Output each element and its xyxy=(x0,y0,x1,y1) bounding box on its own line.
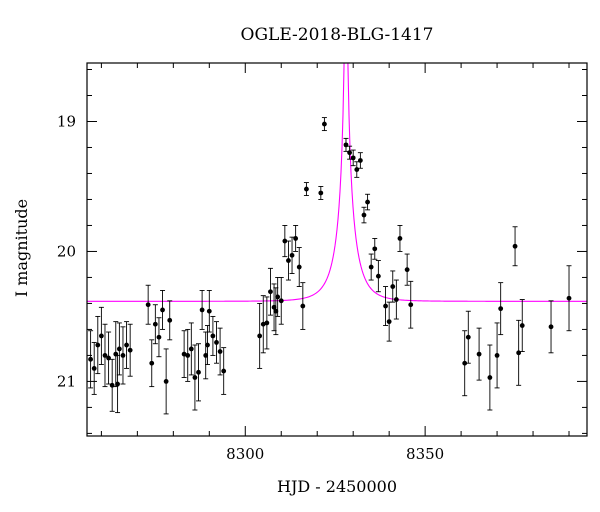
data-point xyxy=(206,308,212,314)
data-point xyxy=(115,381,120,387)
data-point xyxy=(185,353,191,358)
data-point xyxy=(278,298,284,304)
x-tick-label: 8300 xyxy=(226,445,264,463)
y-tick-label: 19 xyxy=(57,112,76,130)
data-point xyxy=(221,368,227,374)
data-point xyxy=(404,267,410,273)
data-point xyxy=(347,150,352,156)
data-point xyxy=(566,295,572,301)
data-point xyxy=(361,212,367,218)
data-point xyxy=(124,342,129,348)
model-curve-group xyxy=(87,63,587,302)
data-point xyxy=(289,252,295,258)
data-point xyxy=(322,121,327,127)
data-point xyxy=(192,375,198,380)
y-axis-label: I magnitude xyxy=(12,199,31,297)
data-point xyxy=(120,353,126,358)
data-point xyxy=(383,303,388,309)
data-point xyxy=(462,360,468,366)
data-point xyxy=(390,284,396,289)
data-point xyxy=(271,304,277,310)
data-point xyxy=(304,186,309,192)
data-point xyxy=(210,333,216,339)
data-point xyxy=(375,273,381,279)
data-point xyxy=(293,236,299,241)
data-point xyxy=(465,334,471,340)
data-point xyxy=(199,307,205,313)
data-point xyxy=(408,302,414,308)
data-point xyxy=(268,289,273,295)
x-axis-label: HJD - 2450000 xyxy=(277,477,397,496)
axis-ticks xyxy=(87,63,587,436)
data-point xyxy=(357,158,363,163)
data-point xyxy=(273,308,279,314)
data-points xyxy=(88,117,572,415)
data-point xyxy=(286,258,291,263)
data-point xyxy=(365,199,370,205)
data-point xyxy=(188,346,194,352)
data-point xyxy=(476,351,482,357)
data-point xyxy=(214,340,219,345)
data-point xyxy=(487,375,493,380)
data-point xyxy=(156,334,162,340)
model-curve xyxy=(87,63,587,302)
data-point xyxy=(498,306,504,312)
data-point xyxy=(386,319,392,325)
data-point xyxy=(264,320,270,326)
data-point xyxy=(196,369,201,375)
data-point xyxy=(163,379,169,384)
data-point xyxy=(98,333,104,339)
data-point xyxy=(116,346,122,352)
chart-title: OGLE-2018-BLG-1417 xyxy=(241,25,434,45)
data-point xyxy=(152,321,158,327)
data-point xyxy=(318,190,324,196)
data-point xyxy=(167,317,173,323)
data-point xyxy=(205,342,210,348)
y-tick-label: 21 xyxy=(57,372,76,390)
data-point xyxy=(88,356,93,362)
data-point xyxy=(91,366,97,371)
data-point xyxy=(257,333,263,339)
data-point xyxy=(160,307,165,313)
data-point xyxy=(368,264,374,270)
x-tick-label: 8350 xyxy=(406,445,444,463)
data-point xyxy=(127,347,133,353)
data-point xyxy=(300,303,306,309)
data-point xyxy=(519,323,525,328)
data-point xyxy=(149,360,155,366)
data-point xyxy=(203,353,209,358)
data-point xyxy=(350,155,356,161)
plot-frame xyxy=(86,62,588,437)
data-point xyxy=(102,353,108,358)
data-point xyxy=(296,264,302,270)
data-point xyxy=(372,246,378,252)
data-point xyxy=(512,243,518,249)
data-point xyxy=(548,324,554,330)
tick-labels: 8300 8350 19 20 21 xyxy=(57,112,444,463)
y-tick-label: 20 xyxy=(57,242,76,260)
data-point xyxy=(393,297,399,302)
data-point xyxy=(397,236,403,241)
data-point xyxy=(145,302,151,308)
data-point xyxy=(217,349,223,354)
data-point xyxy=(95,342,101,348)
data-point xyxy=(494,353,500,358)
data-point xyxy=(275,294,281,300)
data-point xyxy=(282,238,288,244)
